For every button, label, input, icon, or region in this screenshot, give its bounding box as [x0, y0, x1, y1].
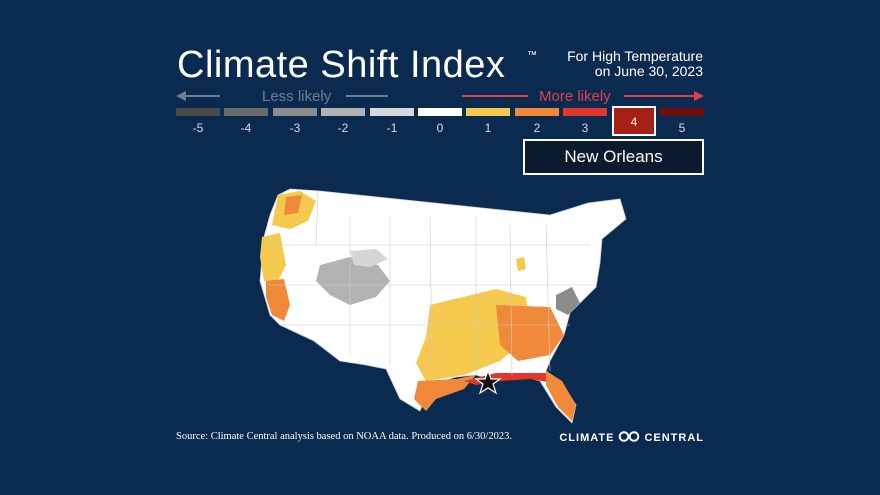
- legend-tick-label: 2: [533, 121, 541, 135]
- subtitle-line-2: on June 30, 2023: [594, 63, 703, 79]
- legend-swatch: [321, 108, 365, 116]
- legend-tick-label: -3: [289, 121, 301, 135]
- legend-tick-label: 5: [678, 121, 686, 135]
- new-orleans-star-icon: [474, 369, 502, 395]
- legend-tick-label: -4: [240, 121, 252, 135]
- infinity-logo-icon: [618, 431, 640, 445]
- location-box: New Orleans: [523, 139, 704, 175]
- legend-swatch: [224, 108, 268, 116]
- legend-arrows: Less likely More likely: [176, 86, 704, 106]
- legend-swatch: [466, 108, 510, 116]
- right-arrow-icon: [694, 91, 704, 101]
- region-orange-florida: [546, 371, 576, 421]
- more-likely-label: More likely: [539, 88, 611, 105]
- region-orange-texas-gulf: [414, 375, 476, 411]
- region-orange-pnw: [284, 195, 302, 215]
- region-gray-lightmtn: [350, 249, 388, 267]
- legend-swatch: [660, 108, 704, 116]
- legend-tick-label: 4: [630, 115, 638, 129]
- state-borders: [264, 190, 596, 376]
- legend-tick-label: -5: [192, 121, 204, 135]
- brand-right: CENTRAL: [644, 431, 704, 444]
- region-orange-central-valley: [266, 279, 290, 321]
- chart-subtitle: For High Temperature on June 30, 2023: [567, 49, 703, 79]
- legend-tick-label: 0: [436, 121, 444, 135]
- region-yellow-midwest-dot: [516, 257, 526, 271]
- region-gray-virginia: [556, 287, 580, 315]
- legend-tick-label: -2: [337, 121, 349, 135]
- legend-arrow-lines: [176, 91, 704, 101]
- legend-selected-level: 4: [612, 106, 656, 136]
- legend-swatch: [515, 108, 559, 116]
- subtitle-line-1: For High Temperature: [567, 48, 703, 64]
- us-csi-map: [259, 188, 627, 424]
- legend-tick-label: -1: [386, 121, 398, 135]
- legend-swatch: [563, 108, 607, 116]
- legend-scale: -5 -4 -3 -2 -1 0 1 2 3 4 5: [176, 106, 704, 138]
- chart-title: Climate Shift Index: [177, 44, 506, 86]
- region-gray-rockies: [316, 257, 390, 305]
- less-likely-label: Less likely: [262, 88, 332, 105]
- legend-tick-label: 3: [581, 121, 589, 135]
- left-arrow-icon: [176, 91, 186, 101]
- legend-swatch: [370, 108, 414, 116]
- source-text: Source: Climate Central analysis based o…: [176, 431, 512, 442]
- legend-swatch: [418, 108, 462, 116]
- trademark-mark: ™: [527, 50, 537, 61]
- climate-central-logo: CLIMATE CENTRAL: [559, 431, 704, 445]
- region-orange-southeast: [496, 305, 564, 361]
- legend-swatch: [176, 108, 220, 116]
- brand-left: CLIMATE: [559, 431, 615, 444]
- legend-tick-label: 1: [484, 121, 492, 135]
- legend-swatch: [273, 108, 317, 116]
